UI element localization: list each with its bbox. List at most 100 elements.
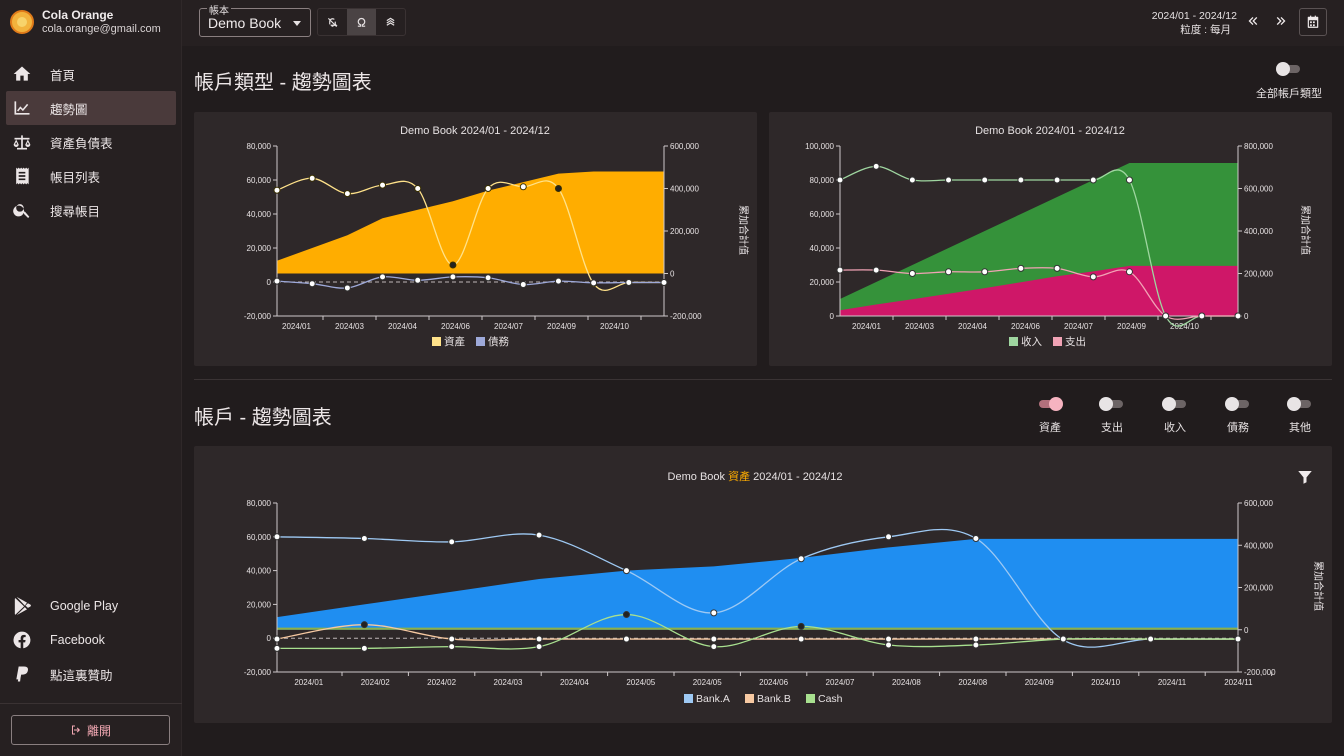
bank-a-point	[535, 531, 543, 539]
account-type-switch-label: 收入	[1164, 422, 1186, 434]
right-tick-label: 600,000	[1244, 185, 1273, 194]
account-type-switch-4[interactable]	[1287, 397, 1313, 411]
right-tick-label: 800,000	[1244, 142, 1273, 151]
income-point	[1017, 176, 1025, 184]
left-tick-label: 60,000	[810, 210, 835, 219]
liability-point	[414, 276, 422, 284]
bank-b-point	[710, 635, 718, 643]
cash-point	[448, 643, 456, 651]
cash-point	[797, 622, 805, 630]
user-profile[interactable]: Cola Orange cola.orange@gmail.com	[10, 8, 161, 35]
bank-b-point	[972, 635, 980, 643]
x-tick-label: 2024/11	[1224, 678, 1253, 687]
legend-swatch	[684, 694, 693, 703]
x-tick-label: 2024/09	[547, 322, 576, 331]
bank-a-point	[797, 555, 805, 563]
right-tick-label: -200,000	[1244, 668, 1276, 677]
paypal-icon	[16, 666, 29, 682]
nav-item-home[interactable]: 首頁	[6, 57, 176, 91]
income-point	[1053, 176, 1061, 184]
x-tick-label: 2024/11	[1158, 678, 1187, 687]
switch-thumb	[1225, 397, 1239, 411]
liability-point	[519, 281, 527, 289]
x-tick-label: 2024/02	[427, 678, 456, 687]
left-tick-label: 40,000	[247, 567, 272, 576]
liability-point	[273, 277, 281, 285]
legend-label: 債務	[488, 335, 509, 348]
account-type-switch-1[interactable]	[1099, 397, 1125, 411]
mode-stack-button[interactable]	[347, 9, 376, 35]
account-type-switch-2[interactable]	[1162, 397, 1188, 411]
left-tick-label: 60,000	[247, 176, 272, 185]
user-email: cola.orange@gmail.com	[42, 23, 161, 35]
income-point	[981, 176, 989, 184]
next-period-button[interactable]	[1273, 13, 1289, 31]
mode-hide-button[interactable]	[318, 9, 347, 35]
expense-cumulative-area	[840, 265, 1238, 316]
bank-a-point	[273, 533, 281, 541]
income-point	[945, 176, 953, 184]
expense-point	[945, 268, 953, 276]
all-account-types-switch[interactable]	[1276, 62, 1302, 76]
legend-swatch	[476, 337, 485, 346]
date-range-text: 2024/01 - 2024/12	[1151, 10, 1237, 22]
right-tick-label: 600,000	[1244, 499, 1273, 508]
cash-point	[360, 644, 368, 652]
liability-point	[590, 279, 598, 287]
bell-off-icon	[327, 17, 338, 27]
x-tick-label: 2024/01	[294, 678, 323, 687]
balance-scale-icon	[13, 135, 31, 150]
book-select[interactable]: 帳本 Demo Book	[199, 2, 311, 37]
cash-point	[710, 643, 718, 651]
calendar-button[interactable]	[1299, 8, 1327, 36]
nav-item-search[interactable]: 搜尋帳目	[6, 193, 176, 227]
previous-period-button[interactable]	[1245, 13, 1261, 31]
mode-sum-button[interactable]	[376, 9, 405, 35]
nav-item-label: 趨勢圖	[50, 102, 88, 117]
legend-swatch	[432, 337, 441, 346]
search-icon	[13, 204, 30, 218]
account-type-switch-3[interactable]	[1225, 397, 1251, 411]
nav-item-label: Google Play	[50, 599, 119, 613]
double-chevron-left-icon	[1248, 17, 1258, 25]
legend-swatch	[745, 694, 754, 703]
logout-icon	[71, 725, 80, 735]
x-tick-label: 2024/08	[958, 678, 987, 687]
nav-item-label: 首頁	[50, 68, 76, 83]
asset-point	[414, 185, 422, 192]
liability-point	[554, 277, 562, 285]
calendar-icon	[1307, 15, 1319, 28]
caret-down-icon[interactable]	[293, 21, 301, 26]
donate-link[interactable]: 點這裏贊助	[6, 657, 176, 691]
account-type-switch-0[interactable]	[1037, 397, 1063, 411]
nav-item-entries[interactable]: 帳目列表	[6, 159, 176, 193]
google-play-link[interactable]: Google Play	[6, 589, 176, 623]
filter-button[interactable]	[1296, 468, 1314, 486]
right-tick-label: 400,000	[1244, 541, 1273, 550]
facebook-link[interactable]: Facebook	[6, 623, 176, 657]
chart-mode-toggle-group	[317, 8, 406, 36]
nav-item-label: Facebook	[50, 633, 105, 647]
legend-label: 資產	[444, 335, 465, 348]
cash-point	[1147, 635, 1155, 643]
right-axis-title: 累加合計值	[1299, 205, 1312, 255]
nav-item-trend[interactable]: 趨勢圖	[6, 91, 176, 125]
x-tick-label: 2024/03	[905, 322, 934, 331]
cash-point	[622, 611, 630, 619]
right-tick-label: 0	[1244, 312, 1249, 321]
x-tick-label: 2024/06	[759, 678, 788, 687]
granularity-text: 粒度 : 每月	[1180, 24, 1231, 36]
right-axis-title: 累加合計值	[1312, 561, 1325, 611]
legend-label: 收入	[1021, 335, 1043, 348]
filter-icon	[1298, 471, 1312, 484]
x-tick-label: 2024/05	[626, 678, 655, 687]
nav-item-balance-sheet[interactable]: 資產負債表	[6, 125, 176, 159]
income-expense-chart-card: Demo Book 2024/01 - 2024/12 100,000 80,000…	[769, 112, 1332, 366]
left-tick-label: 80,000	[247, 142, 272, 151]
income-point	[872, 162, 880, 170]
all-account-types-label: 全部帳戶類型	[1256, 88, 1322, 100]
google-play-icon	[14, 596, 31, 616]
x-tick-label: 2024/01	[282, 322, 311, 331]
cash-line	[276, 613, 1238, 650]
logout-button[interactable]: 離開	[11, 715, 170, 745]
